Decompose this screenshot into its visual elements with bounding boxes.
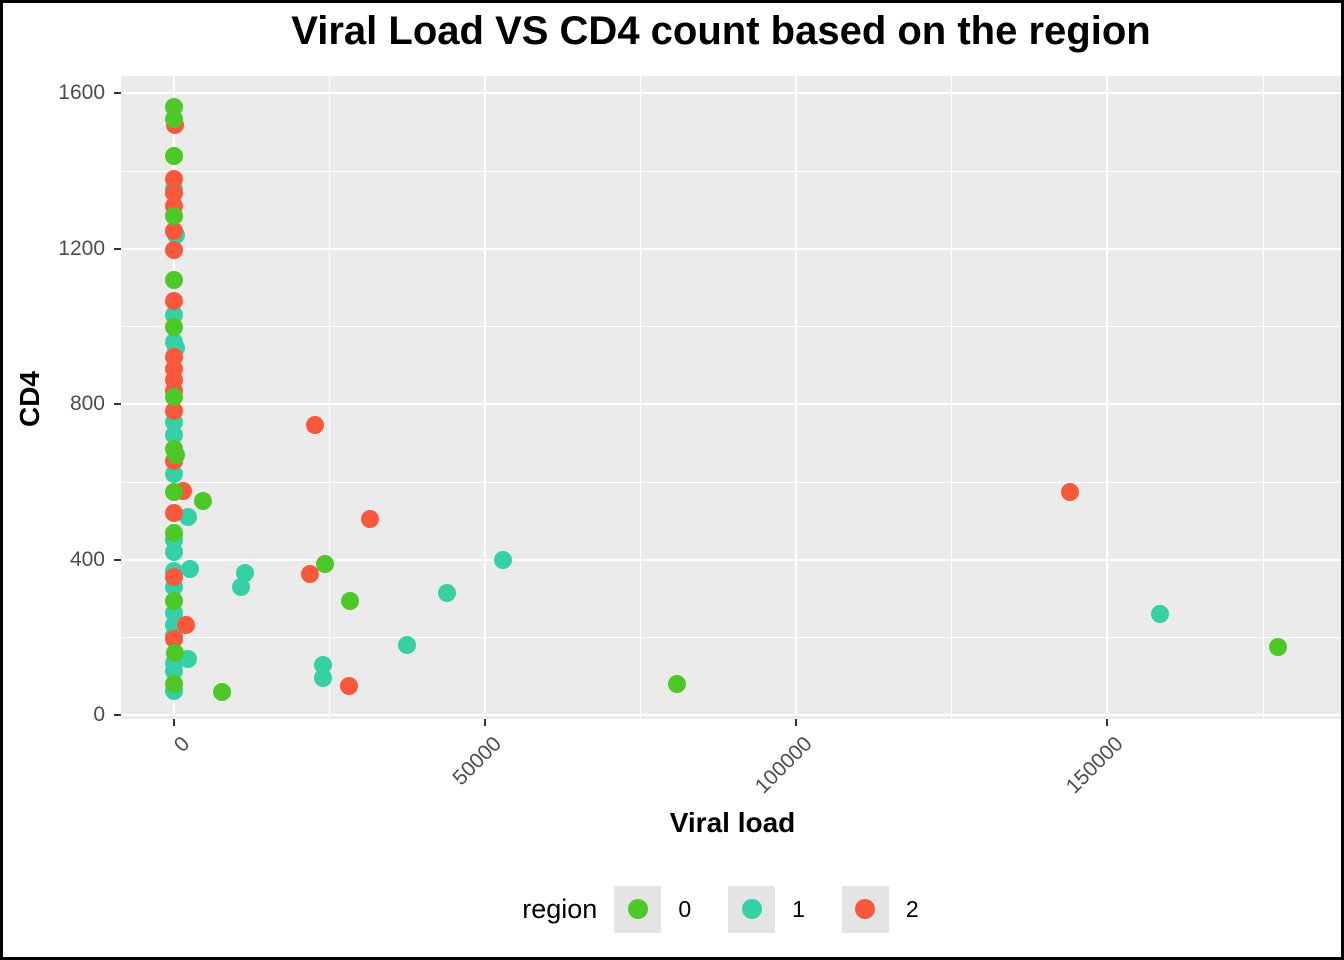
data-point-region-0	[164, 523, 183, 542]
y-minor-gridline	[121, 326, 1341, 328]
data-point-region-2	[340, 676, 359, 695]
data-point-region-2	[164, 401, 183, 420]
data-point-region-0	[164, 591, 183, 610]
data-point-region-2	[164, 169, 183, 188]
data-point-region-1	[494, 550, 513, 569]
y-major-gridline	[121, 403, 1341, 406]
x-minor-gridline	[1262, 76, 1264, 719]
legend-key	[728, 885, 776, 933]
data-point-region-2	[360, 509, 379, 528]
data-point-region-2	[306, 415, 325, 434]
data-point-region-1	[314, 655, 333, 674]
data-point-region-0	[165, 643, 184, 662]
chart-title: Viral Load VS CD4 count based on the reg…	[291, 9, 1151, 53]
data-point-region-1	[181, 560, 200, 579]
x-axis-title: Viral load	[669, 807, 796, 838]
data-point-region-0	[164, 387, 183, 406]
x-minor-gridline	[329, 76, 330, 719]
y-minor-gridline	[121, 636, 1341, 638]
data-point-region-0	[166, 445, 185, 464]
legend-key	[614, 885, 662, 933]
x-tick-label: 150000	[1062, 732, 1129, 799]
legend: region 0 1 2	[121, 883, 1341, 935]
data-point-region-1	[232, 577, 251, 596]
y-minor-gridline	[121, 481, 1341, 483]
y-minor-gridline	[121, 170, 1341, 172]
legend-title: region	[522, 893, 598, 924]
data-point-region-0	[164, 206, 183, 225]
data-point-region-1	[1150, 605, 1169, 624]
y-major-gridline	[121, 92, 1341, 95]
x-tick-mark	[1106, 719, 1109, 726]
data-point-region-1	[178, 507, 197, 526]
data-point-region-0	[164, 109, 183, 128]
data-point-region-1	[235, 564, 254, 583]
x-minor-gridline	[640, 76, 642, 719]
data-point-region-1	[398, 636, 417, 655]
y-major-gridline	[121, 247, 1341, 250]
data-point-region-2	[164, 292, 183, 311]
data-point-region-0	[164, 270, 183, 289]
y-tick-label: 400	[69, 547, 105, 571]
x-tick-mark	[172, 719, 175, 726]
y-major-gridline	[121, 558, 1341, 561]
data-point-region-0	[164, 317, 183, 336]
data-point-region-0	[164, 146, 183, 165]
data-point-region-1	[164, 542, 183, 561]
legend-entry-1: 1	[728, 885, 829, 933]
y-tick-label: 1600	[58, 81, 105, 105]
legend-key	[841, 885, 889, 933]
data-point-region-2	[164, 568, 183, 587]
data-point-region-1	[164, 465, 183, 484]
y-tick-mark	[114, 247, 121, 250]
x-tick-mark	[795, 719, 798, 726]
y-axis-title: CD4	[14, 370, 45, 428]
y-tick-mark	[114, 92, 121, 95]
x-major-gridline	[484, 76, 487, 719]
y-tick-mark	[114, 403, 121, 406]
y-tick-label: 0	[93, 703, 105, 727]
data-point-region-1	[314, 669, 333, 688]
legend-entry-label: 1	[792, 895, 805, 922]
x-tick-label: 50000	[448, 732, 506, 790]
data-point-region-0	[164, 482, 183, 501]
y-major-gridline	[121, 714, 1341, 717]
data-point-region-0	[164, 675, 183, 694]
x-minor-gridline	[951, 76, 953, 719]
legend-entry-label: 2	[905, 895, 919, 922]
data-point-region-0	[341, 591, 360, 610]
data-point-region-2	[164, 504, 183, 523]
y-tick-mark	[114, 714, 121, 717]
data-point-region-1	[164, 426, 183, 445]
x-tick-label: 100000	[751, 732, 817, 799]
data-point-region-0	[315, 554, 334, 573]
y-tick-label: 800	[69, 392, 105, 416]
data-point-region-0	[668, 675, 687, 694]
data-point-region-0	[194, 492, 213, 511]
legend-entry-0: 0	[614, 885, 715, 933]
data-point-region-2	[164, 629, 183, 648]
data-point-region-2	[164, 241, 183, 260]
legend-entry-2: 2	[841, 885, 943, 933]
x-major-gridline	[795, 76, 798, 719]
legend-entry-label: 0	[678, 895, 692, 922]
data-point-region-0	[212, 682, 231, 701]
y-tick-mark	[114, 558, 121, 561]
data-point-region-2	[176, 615, 195, 634]
legend-dot-icon	[855, 899, 876, 919]
plot-panel	[121, 76, 1341, 719]
y-tick-label: 1200	[58, 236, 105, 260]
legend-dot-icon	[741, 899, 762, 919]
x-tick-mark	[484, 719, 487, 726]
data-point-region-0	[1269, 638, 1288, 657]
data-point-region-2	[164, 183, 183, 202]
data-point-region-2	[164, 222, 183, 241]
data-point-region-2	[1060, 482, 1079, 501]
data-point-region-2	[301, 565, 320, 584]
data-point-region-1	[437, 583, 456, 602]
x-tick-label: 0	[169, 732, 195, 757]
x-major-gridline	[1106, 76, 1109, 719]
legend-dot-icon	[627, 899, 648, 919]
